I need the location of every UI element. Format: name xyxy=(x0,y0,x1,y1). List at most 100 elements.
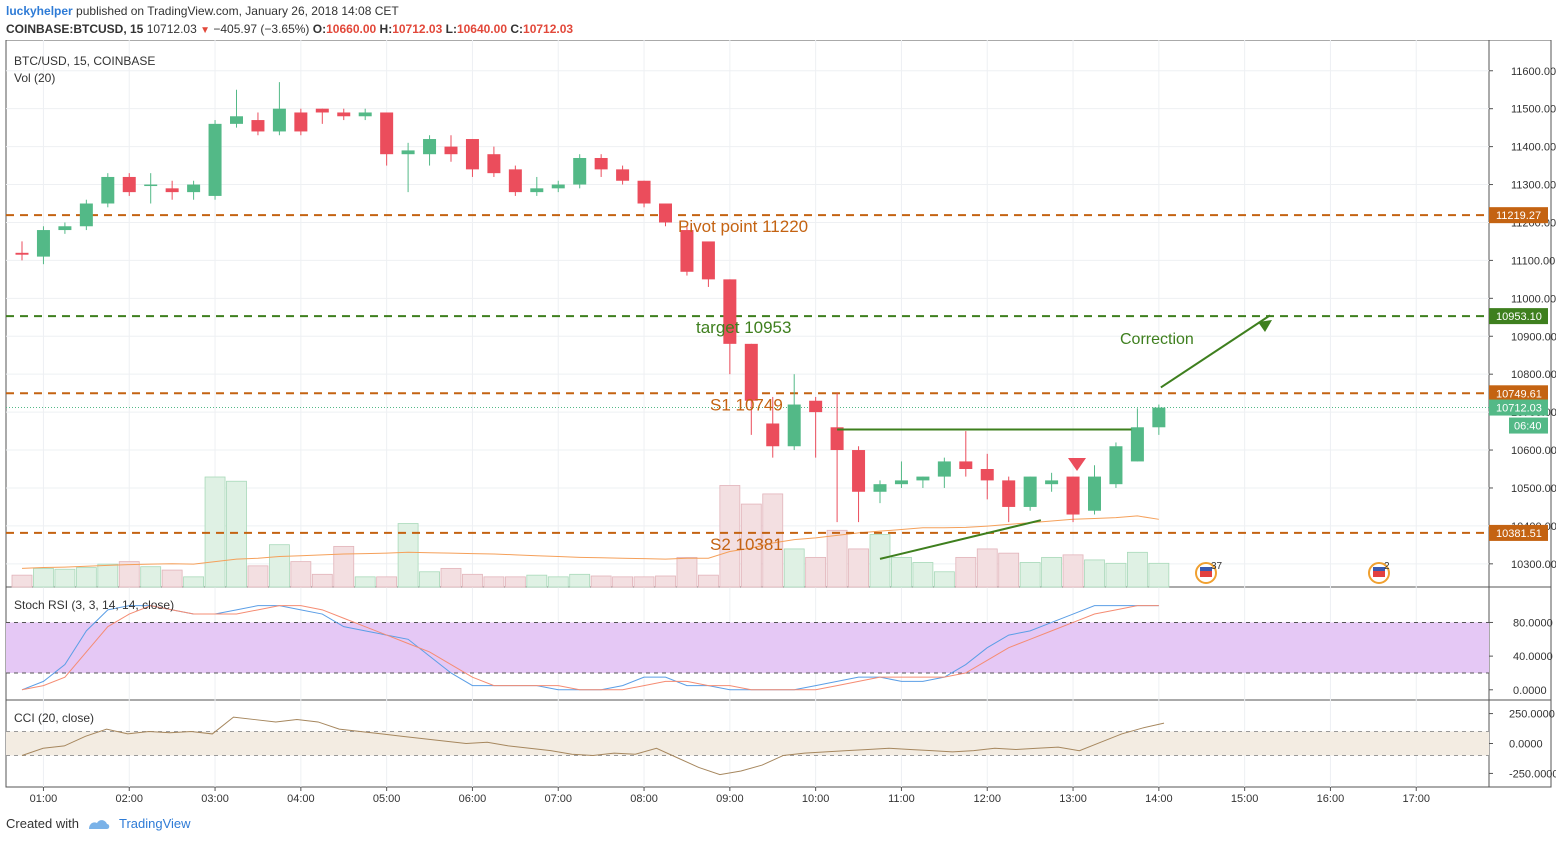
volume-bar xyxy=(933,571,955,588)
level-tag xyxy=(1489,385,1548,402)
candle-body xyxy=(809,400,823,413)
volume-bar xyxy=(826,529,848,588)
candle-body xyxy=(766,423,780,447)
candle-body xyxy=(337,112,351,117)
volume-bar xyxy=(1041,556,1062,588)
volume-bar xyxy=(912,562,934,588)
ohlc-line: COINBASE:BTCUSD, 15 10712.03 ▼ −405.97 (… xyxy=(6,22,573,36)
time-axis-label: 13:00 xyxy=(1059,793,1087,805)
level-tag xyxy=(1489,524,1548,541)
volume-bar xyxy=(33,567,54,588)
volume-label: Vol (20) xyxy=(14,71,55,85)
tradingview-link[interactable]: TradingView xyxy=(118,816,191,831)
candle-body xyxy=(294,112,308,132)
volume-bar xyxy=(290,561,312,588)
open-label: O: xyxy=(312,22,327,36)
volume-bar xyxy=(869,534,891,588)
candle-body xyxy=(980,469,994,481)
volume-ma-line xyxy=(21,515,1159,569)
countdown-tag xyxy=(1509,417,1548,434)
price-axis-label: 10600.00 xyxy=(1511,445,1556,457)
volume-bar xyxy=(140,566,162,588)
level-tag-label: 11219.27 xyxy=(1496,210,1541,222)
cci-band xyxy=(6,731,1489,756)
candle-body xyxy=(487,154,501,174)
author-link[interactable]: luckyhelper xyxy=(6,4,73,18)
price-axis-label: 11300.00 xyxy=(1511,180,1556,192)
volume-bar xyxy=(183,576,205,588)
volume-bar xyxy=(354,576,376,588)
event-count: 37 xyxy=(1211,561,1223,572)
stoch-pane-label: Stoch RSI (3, 3, 14, 14, close) xyxy=(14,598,174,612)
correction-arrow-line xyxy=(1160,314,1271,389)
candle-body xyxy=(787,404,801,447)
last-price-tag-label: 10712.03 xyxy=(1496,403,1542,415)
volume-bar xyxy=(161,569,183,588)
time-axis-label: 03:00 xyxy=(201,793,229,805)
stoch-axis-label: 40.0000 xyxy=(1513,651,1553,663)
candle-body xyxy=(315,108,329,113)
level-tag-label: 10749.61 xyxy=(1496,388,1542,400)
volume-bar xyxy=(805,556,827,588)
volume-bar xyxy=(1105,562,1127,588)
candle-body xyxy=(637,180,651,204)
high-value: 10712.03 xyxy=(392,22,443,36)
cci-line xyxy=(21,716,1165,776)
candle-body xyxy=(272,108,286,132)
candle-body xyxy=(723,279,737,344)
price-change: −405.97 (−3.65%) xyxy=(213,22,310,36)
candle-body xyxy=(79,203,93,227)
candle-body xyxy=(187,184,201,193)
candle-body xyxy=(852,450,866,492)
candle-body xyxy=(551,184,565,189)
close-label: C: xyxy=(510,22,524,36)
candle-body xyxy=(165,188,179,193)
countdown-label: 06:40 xyxy=(1514,421,1542,433)
main-pane-label: BTC/USD, 15, COINBASE xyxy=(14,54,155,68)
time-axis-label: 08:00 xyxy=(630,793,658,805)
last-price: 10712.03 xyxy=(146,22,197,36)
candle-body xyxy=(959,461,973,470)
volume-bar xyxy=(976,548,998,588)
candle-body xyxy=(830,427,844,451)
cci-axis-label: 250.0000 xyxy=(1509,709,1555,721)
volume-bar xyxy=(1148,562,1170,588)
volume-bar xyxy=(333,545,355,588)
candle-body xyxy=(208,123,222,196)
footer: Created with TradingView xyxy=(6,816,191,831)
price-pane: 10300.0010400.0010500.0010600.0010700.00… xyxy=(6,66,1556,588)
candle-body xyxy=(744,343,758,401)
chart-canvas[interactable]: 10300.0010400.0010500.0010600.0010700.00… xyxy=(0,40,1556,812)
candle-body xyxy=(594,157,608,170)
volume-bar xyxy=(547,576,569,588)
low-value: 10640.00 xyxy=(456,22,507,36)
event-count: 2 xyxy=(1384,561,1390,572)
volume-bar xyxy=(75,567,97,588)
volume-bar xyxy=(698,574,719,588)
candle-body xyxy=(444,146,458,155)
candle-body xyxy=(1023,476,1037,507)
time-axis-label: 04:00 xyxy=(287,793,315,805)
time-axis-label: 07:00 xyxy=(544,793,572,805)
time-axis-label: 06:00 xyxy=(459,793,487,805)
publish-line: luckyhelper published on TradingView.com… xyxy=(6,4,399,18)
candle-body xyxy=(58,226,72,231)
price-axis-label: 10900.00 xyxy=(1511,331,1556,343)
published-text: published on TradingView.com, January 26… xyxy=(76,4,399,18)
low-label: L: xyxy=(445,22,457,36)
candle-body xyxy=(36,230,50,257)
level-tag-label: 10953.10 xyxy=(1496,311,1542,323)
level-tag-label: 10381.51 xyxy=(1496,528,1542,540)
volume-bar xyxy=(1084,559,1105,588)
time-axis-label: 12:00 xyxy=(973,793,1001,805)
candle-body xyxy=(573,157,587,185)
candle-body xyxy=(423,139,437,155)
stoch-axis-label: 0.0000 xyxy=(1513,685,1547,697)
open-value: 10660.00 xyxy=(326,22,377,36)
volume-bar xyxy=(891,556,912,588)
candle-body xyxy=(530,188,544,193)
volume-bar xyxy=(955,556,977,588)
volume-bar xyxy=(226,480,247,588)
price-axis-label: 10300.00 xyxy=(1511,559,1556,571)
close-value: 10712.03 xyxy=(523,22,574,36)
